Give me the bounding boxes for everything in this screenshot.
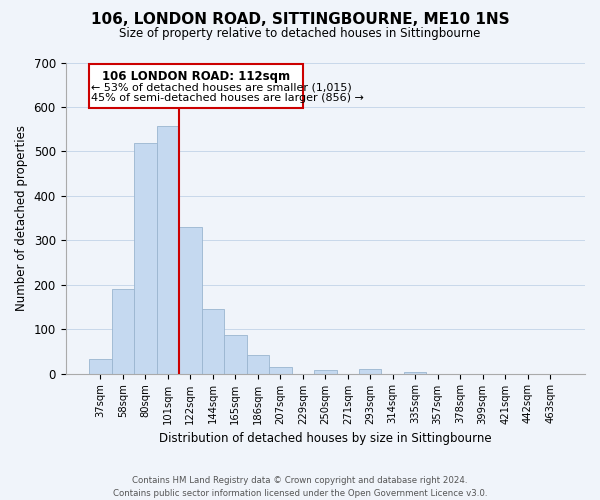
Text: 106, LONDON ROAD, SITTINGBOURNE, ME10 1NS: 106, LONDON ROAD, SITTINGBOURNE, ME10 1N… xyxy=(91,12,509,28)
Text: Size of property relative to detached houses in Sittingbourne: Size of property relative to detached ho… xyxy=(119,28,481,40)
Bar xyxy=(157,126,179,374)
Bar xyxy=(202,309,224,374)
Text: 106 LONDON ROAD: 112sqm: 106 LONDON ROAD: 112sqm xyxy=(102,70,290,84)
X-axis label: Distribution of detached houses by size in Sittingbourne: Distribution of detached houses by size … xyxy=(159,432,491,445)
Bar xyxy=(89,359,112,374)
Text: ← 53% of detached houses are smaller (1,015): ← 53% of detached houses are smaller (1,… xyxy=(91,82,352,92)
Bar xyxy=(359,368,382,374)
Bar xyxy=(247,356,269,374)
Bar xyxy=(314,370,337,374)
Text: 45% of semi-detached houses are larger (856) →: 45% of semi-detached houses are larger (… xyxy=(91,92,364,102)
Y-axis label: Number of detached properties: Number of detached properties xyxy=(15,125,28,311)
Bar xyxy=(404,372,427,374)
Bar xyxy=(179,227,202,374)
Bar xyxy=(269,368,292,374)
Bar xyxy=(134,143,157,374)
Text: Contains HM Land Registry data © Crown copyright and database right 2024.
Contai: Contains HM Land Registry data © Crown c… xyxy=(113,476,487,498)
Bar xyxy=(112,289,134,374)
Bar xyxy=(89,64,303,108)
Bar xyxy=(224,335,247,374)
